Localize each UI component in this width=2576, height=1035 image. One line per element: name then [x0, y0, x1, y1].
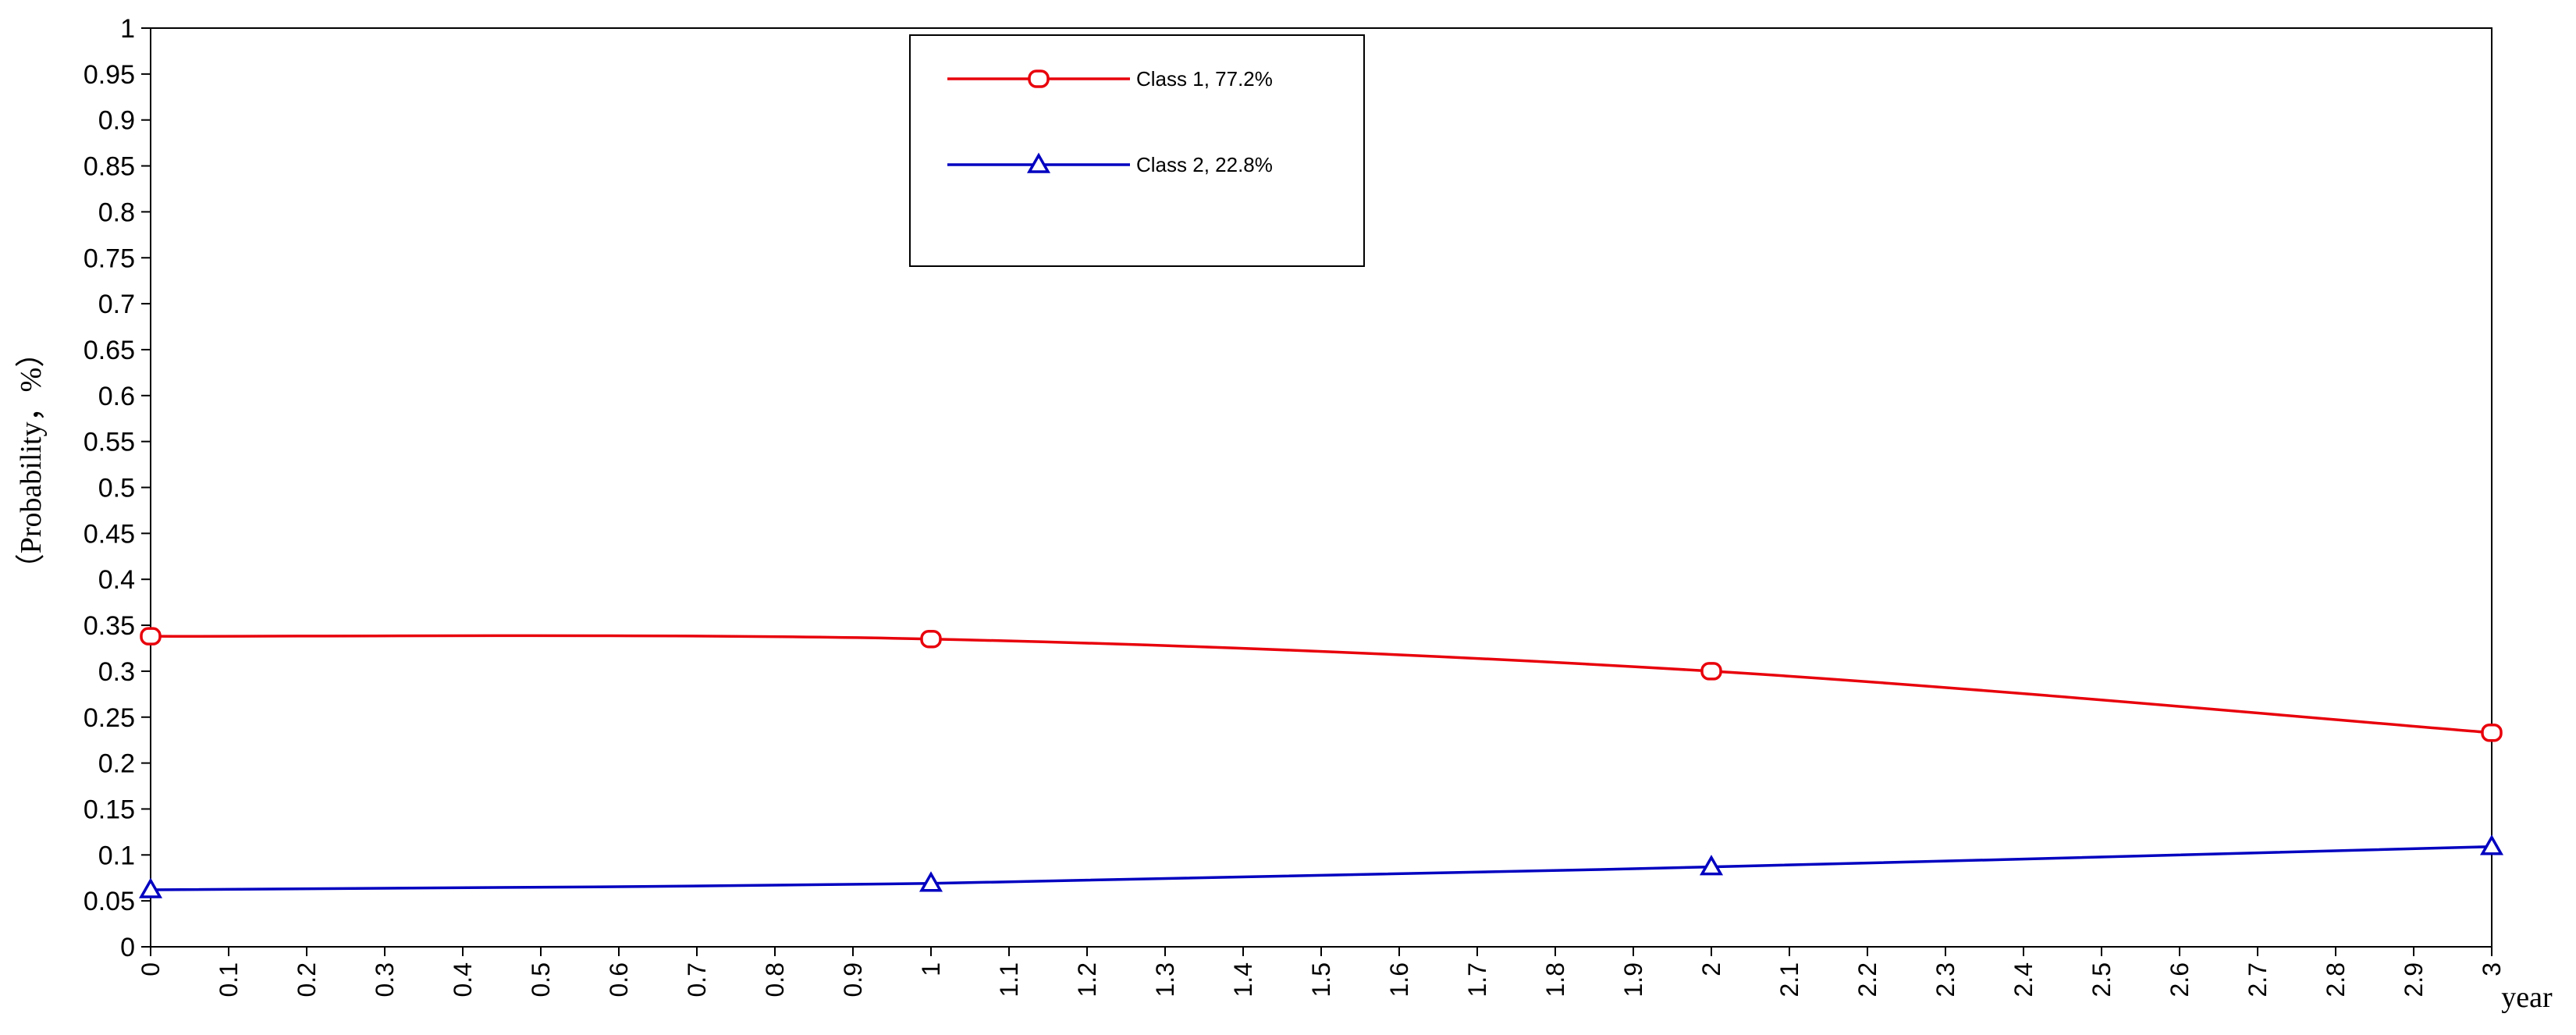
legend-item-2: Class 2, 22.8%: [947, 152, 1273, 176]
legend-box: [909, 34, 1365, 267]
y-tick-label: 0.45: [83, 519, 135, 549]
x-tick-label: 0.8: [761, 962, 789, 997]
x-tick-label: 0: [137, 962, 165, 976]
series-line: [150, 634, 2493, 734]
x-tick-label: 1.3: [1151, 962, 1179, 997]
y-tick-label: 0.55: [83, 428, 135, 457]
x-tick-label: 1.2: [1073, 962, 1101, 997]
y-tick-label: 0.35: [83, 611, 135, 641]
y-tick-label: 0.05: [83, 887, 135, 916]
y-tick-label: 0.3: [98, 657, 135, 687]
x-tick-label: 1.6: [1385, 962, 1413, 997]
x-tick-label: 1.9: [1619, 962, 1647, 997]
x-tick-label: 1.5: [1307, 962, 1335, 997]
y-tick-label: 0: [120, 933, 135, 962]
y-tick-label: 0.6: [98, 382, 135, 411]
x-tick-label: 1: [917, 962, 945, 976]
x-tick-label: 1.1: [995, 962, 1023, 997]
series-1: [140, 627, 2503, 742]
x-tick-label: 2.7: [2244, 962, 2272, 997]
y-tick-label: 1: [120, 14, 135, 44]
x-tick-label: 0.1: [215, 962, 243, 997]
legend: Class 1, 77.2% Class 2, 22.8%: [909, 34, 1365, 267]
y-tick-label: 0.9: [98, 106, 135, 136]
y-tick-label: 0.4: [98, 565, 135, 595]
x-tick-label: 2.5: [2087, 962, 2116, 997]
x-tick-label: 1.4: [1229, 962, 1257, 997]
triangle-marker: [2479, 834, 2504, 855]
y-tick-label: 0.5: [98, 474, 135, 503]
circle-marker: [1700, 662, 1722, 681]
legend-label: Class 2, 22.8%: [1136, 153, 1273, 176]
y-tick-label: 0.15: [83, 795, 135, 824]
y-axis: 0 0.05 0.1 0.15 0.2 0.25 0.3 0.35 0.4 0.45 0.5 0.55…: [83, 14, 151, 962]
x-tick-label: 1.7: [1463, 962, 1491, 997]
x-tick-label: 2.9: [2400, 962, 2428, 997]
x-axis: 0 0.1 0.2 0.3 0.4 0.5 0.6 0.7 0.8 0.9 1 1.1 1.2 1.3 1.…: [137, 947, 2506, 997]
x-tick-label: 0.4: [449, 962, 477, 997]
x-tick-label: 2: [1697, 962, 1725, 976]
circle-marker: [2481, 724, 2503, 742]
triangle-marker: [138, 877, 163, 898]
series-lines: [138, 627, 2504, 898]
y-tick-label: 0.65: [83, 336, 135, 365]
x-axis-title: year: [2501, 981, 2553, 1014]
x-tick-label: 0.2: [293, 962, 321, 997]
x-tick-label: 0.3: [371, 962, 399, 997]
x-tick-label: 2.4: [2009, 962, 2038, 997]
y-tick-label: 0.95: [83, 60, 135, 90]
x-tick-label: 0.7: [683, 962, 711, 997]
circle-marker: [920, 629, 942, 649]
y-axis-title: （Probability，%）: [15, 338, 48, 584]
x-tick-label: 2.6: [2166, 962, 2194, 997]
series-line: [150, 845, 2493, 891]
y-tick-label: 0.75: [83, 244, 135, 273]
y-tick-label: 0.8: [98, 197, 135, 227]
x-tick-label: 2.2: [1853, 962, 1881, 997]
circle-marker: [1028, 69, 1050, 88]
y-tick-label: 0.2: [98, 749, 135, 779]
circle-marker: [140, 627, 162, 646]
x-tick-label: 2.8: [2322, 962, 2350, 997]
x-tick-label: 0.9: [839, 962, 867, 997]
triangle-marker: [1699, 855, 1724, 876]
x-tick-label: 3: [2478, 962, 2506, 976]
x-tick-label: 2.1: [1775, 962, 1803, 997]
x-tick-label: 0.6: [605, 962, 633, 997]
y-tick-label: 0.1: [98, 841, 135, 870]
y-tick-label: 0.7: [98, 290, 135, 319]
y-tick-label: 0.85: [83, 152, 135, 182]
x-tick-label: 1.8: [1541, 962, 1569, 997]
y-tick-label: 0.25: [83, 703, 135, 733]
x-tick-label: 2.3: [1931, 962, 1960, 997]
triangle-marker: [918, 871, 943, 892]
legend-label: Class 1, 77.2%: [1136, 67, 1273, 91]
triangle-marker: [1026, 152, 1051, 173]
x-tick-label: 0.5: [527, 962, 555, 997]
series-2: [138, 834, 2504, 898]
legend-item-1: Class 1, 77.2%: [947, 67, 1273, 91]
